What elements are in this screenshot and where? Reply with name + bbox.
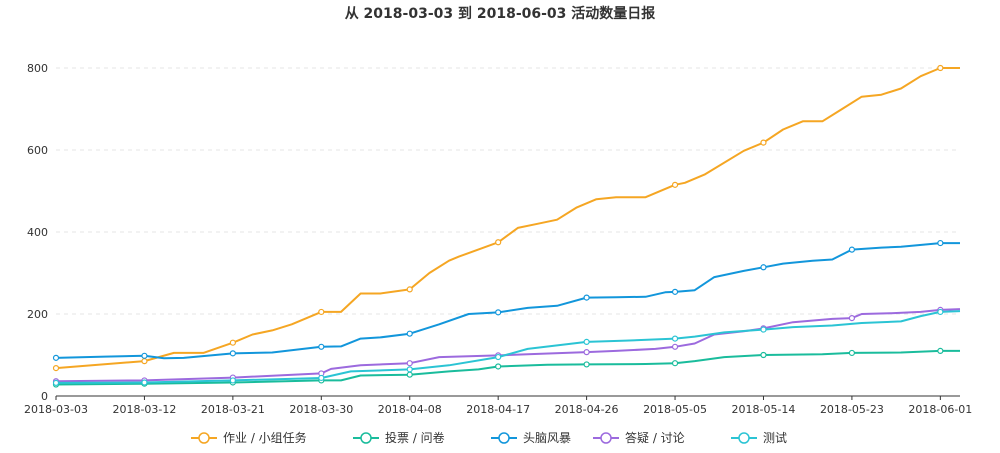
y-tick-label: 800: [27, 62, 48, 75]
legend-marker-icon: [360, 432, 372, 444]
legend-marker-icon: [198, 432, 210, 444]
data-point[interactable]: [495, 309, 502, 316]
legend-item[interactable]: 作业 / 小组任务: [191, 430, 307, 445]
x-tick-label: 2018-06-01: [908, 403, 972, 416]
data-point[interactable]: [937, 308, 944, 316]
data-point[interactable]: [671, 343, 679, 350]
series-line: [55, 242, 960, 360]
data-point[interactable]: [760, 139, 767, 146]
legend-label: 投票 / 问卷: [385, 430, 445, 445]
data-point[interactable]: [52, 354, 60, 361]
x-tick-label: 2018-03-21: [201, 403, 265, 416]
chart-title: 从 2018-03-03 到 2018-06-03 活动数量日报: [345, 5, 656, 22]
x-tick-label: 2018-03-12: [112, 403, 176, 416]
data-point[interactable]: [141, 379, 148, 386]
x-tick-label: 2018-05-05: [643, 403, 707, 416]
y-tick-label: 400: [27, 226, 48, 239]
data-point[interactable]: [583, 294, 590, 301]
legend[interactable]: 作业 / 小组任务 投票 / 问卷 头脑风暴 答疑 / 讨论 测试: [191, 430, 787, 445]
data-point[interactable]: [937, 239, 944, 247]
series-3: [52, 306, 961, 385]
data-point[interactable]: [406, 360, 413, 367]
data-point[interactable]: [229, 339, 236, 346]
legend-label: 头脑风暴: [523, 431, 571, 445]
legend-label: 作业 / 小组任务: [223, 430, 307, 445]
data-point[interactable]: [671, 288, 679, 295]
legend-marker-icon: [600, 432, 612, 444]
data-point[interactable]: [848, 246, 856, 253]
legend-item[interactable]: 头脑风暴: [491, 431, 571, 445]
legend-item[interactable]: 投票 / 问卷: [353, 430, 445, 445]
data-point[interactable]: [760, 351, 767, 359]
data-point[interactable]: [760, 326, 767, 333]
x-tick-label: 2018-05-14: [732, 403, 796, 416]
x-tick-label: 2018-03-30: [289, 403, 353, 416]
series-4: [52, 308, 961, 386]
series-line: [55, 349, 960, 386]
series-line: [55, 67, 960, 370]
legend-marker-icon: [498, 432, 510, 444]
data-point[interactable]: [406, 330, 413, 337]
data-point[interactable]: [495, 353, 502, 361]
data-point[interactable]: [848, 315, 856, 322]
series-line: [55, 308, 961, 383]
data-point[interactable]: [52, 365, 60, 372]
data-point[interactable]: [848, 349, 856, 357]
series-2: [52, 239, 960, 361]
x-tick-label: 2018-05-23: [820, 403, 884, 416]
data-point[interactable]: [583, 349, 590, 356]
data-point[interactable]: [495, 239, 502, 246]
data-point[interactable]: [406, 286, 413, 293]
y-tick-label: 600: [27, 144, 48, 157]
y-tick-label: 200: [27, 308, 48, 321]
data-point[interactable]: [141, 358, 148, 365]
data-point[interactable]: [318, 374, 325, 382]
data-point[interactable]: [937, 347, 944, 354]
x-tick-label: 2018-03-03: [24, 403, 88, 416]
data-point[interactable]: [406, 366, 413, 373]
data-point[interactable]: [318, 308, 325, 316]
data-point[interactable]: [141, 352, 148, 359]
legend-label: 测试: [763, 430, 787, 445]
data-point[interactable]: [318, 343, 325, 350]
data-point[interactable]: [671, 335, 679, 342]
legend-item[interactable]: 答疑 / 讨论: [593, 430, 685, 445]
series-line: [55, 310, 961, 384]
data-point[interactable]: [495, 363, 502, 370]
data-point[interactable]: [229, 377, 236, 384]
legend-item[interactable]: 测试: [731, 430, 787, 445]
y-tick-label: 0: [41, 390, 48, 403]
data-point[interactable]: [760, 264, 767, 271]
data-point[interactable]: [406, 371, 413, 378]
x-tick-label: 2018-04-08: [378, 403, 442, 416]
axis-layer: 0 200 400 600 800 2018-03-03 2018-03-12 2018-03…: [24, 62, 972, 416]
series-layer: [52, 64, 961, 388]
data-point[interactable]: [671, 360, 679, 367]
grid-layer: [56, 67, 960, 315]
data-point[interactable]: [937, 64, 944, 72]
legend-marker-icon: [738, 432, 750, 444]
data-point[interactable]: [583, 361, 590, 368]
x-tick-label: 2018-04-17: [466, 403, 530, 416]
x-tick-label: 2018-04-26: [555, 403, 619, 416]
legend-label: 答疑 / 讨论: [625, 430, 685, 445]
data-point[interactable]: [52, 379, 60, 386]
data-point[interactable]: [671, 181, 679, 188]
data-point[interactable]: [229, 350, 236, 357]
series-0: [52, 64, 960, 372]
data-point[interactable]: [583, 338, 590, 345]
